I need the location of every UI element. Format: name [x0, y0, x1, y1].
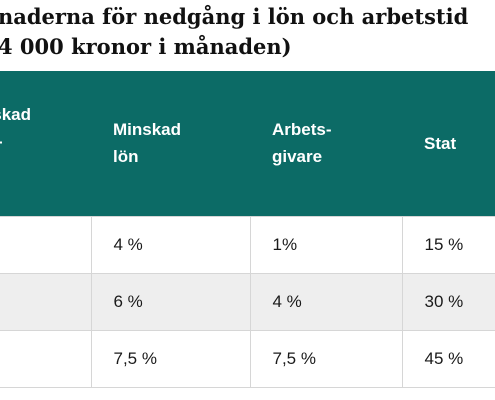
- cell-reduced-hours: [0, 215, 91, 273]
- cell-state: 15 %: [401, 215, 495, 273]
- table-row: 4 % 1% 15 %: [0, 215, 495, 273]
- heading-line-2: 4 000 kronor i månaden): [0, 34, 292, 59]
- table-row: 7,5 % 7,5 % 45 %: [0, 329, 495, 388]
- cell-reduced-salary: 7,5 %: [90, 329, 250, 388]
- cell-state: 30 %: [401, 272, 495, 330]
- header-reduced-hours-label: nskadts-: [0, 105, 31, 151]
- cell-reduced-hours: [0, 272, 91, 330]
- heading-line-1: naderna för nedgång i lön och arbetstid: [0, 4, 469, 29]
- cell-reduced-hours: [0, 329, 91, 388]
- cell-reduced-salary: 4 %: [90, 215, 250, 273]
- header-reduced-salary: Minskad lön: [113, 120, 182, 167]
- header-reduced-hours: nskadts-: [0, 71, 91, 216]
- header-employer: Arbets-givare: [272, 120, 332, 167]
- cell-employer: 1%: [249, 215, 402, 273]
- cell-employer: 4 %: [249, 272, 402, 330]
- cell-reduced-salary: 6 %: [90, 272, 250, 330]
- cell-employer: 7,5 %: [249, 329, 402, 388]
- table-body: 4 % 1% 15 % 6 % 4 % 30 % 7,5 % 7,5 % 45 …: [0, 215, 495, 388]
- header-state: Stat: [424, 133, 457, 153]
- cell-state: 45 %: [401, 329, 495, 388]
- table-row: 6 % 4 % 30 %: [0, 272, 495, 330]
